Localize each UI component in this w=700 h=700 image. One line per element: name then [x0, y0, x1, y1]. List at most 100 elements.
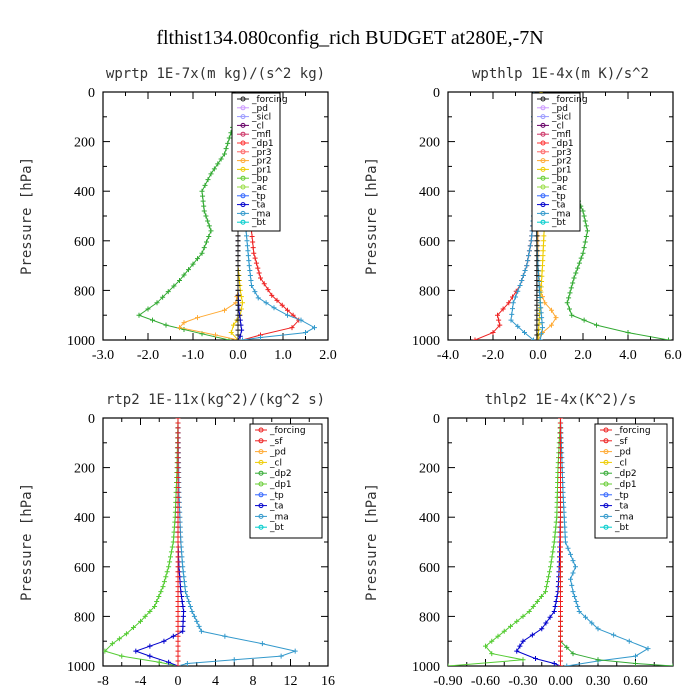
y-tick-label: 0 — [433, 86, 440, 101]
series-bp-point — [145, 306, 151, 312]
series-tp-point — [303, 330, 308, 336]
series-forcing-point — [558, 638, 563, 644]
x-tick-label: -1.0 — [182, 348, 204, 363]
series-bp-point — [569, 312, 575, 318]
series-forcing-point — [175, 504, 181, 510]
series-forcing-point — [534, 332, 540, 338]
series-tp-point — [562, 529, 568, 535]
series-forcing-point — [175, 479, 181, 485]
series-tp-point — [520, 273, 526, 279]
series-dp1-point — [496, 317, 502, 323]
series-forcing-point — [534, 268, 540, 274]
legend-marker — [258, 470, 264, 476]
series-tp-point — [509, 311, 515, 317]
series-ta-point — [166, 659, 172, 665]
x-tick-label: -3.0 — [92, 348, 114, 363]
series-dp1-point — [250, 245, 256, 251]
y-tick-label: 200 — [74, 462, 95, 477]
series-bp-point — [573, 270, 579, 276]
series-tp-point — [575, 603, 581, 609]
series-group — [103, 418, 298, 666]
series-dp1-point — [500, 306, 506, 312]
x-tick-label: -2.0 — [137, 348, 159, 363]
series-ta-point — [147, 653, 153, 659]
legend-marker — [603, 503, 609, 509]
series-forcing-point — [558, 489, 563, 495]
series-pr1-point — [228, 330, 234, 336]
series-tp-point — [510, 306, 515, 312]
series-forcing-point — [558, 564, 563, 570]
legend-label: _pr2 — [251, 157, 272, 167]
y-tick-label: 0 — [88, 86, 95, 101]
series-tp-point — [245, 253, 251, 259]
series-forcing-point — [235, 317, 241, 323]
y-tick-label: 600 — [419, 561, 440, 576]
series-tp-point — [231, 657, 237, 663]
legend-label: _ta — [614, 502, 629, 512]
series-tp-point — [245, 248, 251, 254]
series-dp1-point — [116, 636, 122, 642]
series-bp-point — [181, 272, 187, 278]
x-tick-label: 0.60 — [623, 674, 648, 689]
series-forcing-point — [558, 643, 563, 649]
legend-marker — [540, 114, 546, 120]
series-ta-point — [180, 628, 186, 634]
series-forcing-point — [175, 663, 181, 666]
legend-marker — [258, 503, 264, 509]
series-tp-point — [513, 294, 518, 300]
series-dp1-point — [551, 544, 556, 550]
series-pr1-point — [540, 258, 546, 264]
y-tick-label: 1000 — [67, 660, 95, 675]
series-forcing-point — [175, 529, 181, 535]
series-bp-point — [200, 198, 206, 204]
series-dp1-point — [255, 265, 261, 271]
series-forcing-point — [175, 475, 181, 481]
y-tick-label: 400 — [419, 511, 440, 526]
x-tick-label: 6.0 — [664, 348, 682, 363]
series-ta-point — [181, 608, 187, 614]
series-tp-point — [252, 289, 258, 295]
y-tick-label: 600 — [419, 235, 440, 250]
legend-label: _forcing — [614, 426, 651, 436]
series-tp-point — [179, 559, 185, 565]
y-tick-label: 0 — [433, 412, 440, 427]
series-forcing-point — [175, 613, 181, 619]
y-axis-label: Pressure [hPa] — [364, 483, 380, 601]
legend-label: _pr3 — [251, 148, 272, 158]
x-tick-label: -0.60 — [471, 674, 500, 689]
series-bp-point — [226, 135, 232, 141]
series-bp-point — [581, 245, 587, 251]
series-pr2-point — [553, 315, 559, 321]
series-pr1-point — [238, 306, 244, 312]
series-forcing-point — [558, 554, 563, 560]
series-forcing-point — [175, 489, 181, 495]
series-forcing-point — [175, 539, 181, 545]
legend-label: _tp — [614, 491, 629, 501]
series-bp-point — [165, 289, 171, 295]
series-dp1-point — [142, 613, 148, 619]
series-forcing-point — [175, 653, 181, 659]
series-tp-point — [181, 574, 187, 580]
series-ta-point — [529, 632, 535, 638]
series-forcing-point — [558, 529, 563, 535]
series-tp-point — [249, 282, 254, 288]
series-tp-point — [240, 337, 245, 340]
legend-label: _pr1 — [551, 165, 572, 175]
series-dp2-point — [595, 657, 601, 663]
series-forcing-point — [175, 524, 181, 530]
series-dp1-point — [472, 337, 478, 340]
series-pr1-point — [540, 248, 546, 254]
series-bp-point — [564, 300, 570, 306]
series-tp-point — [222, 633, 228, 639]
legend-label: _bt — [251, 218, 266, 228]
series-bp-point — [580, 208, 586, 214]
series-forcing-point — [558, 584, 563, 590]
series-tp-point — [569, 582, 575, 588]
series-forcing-point — [558, 450, 563, 456]
legend-label: _pd — [269, 448, 286, 458]
series-ta-point — [552, 603, 558, 609]
series-forcing-point — [175, 658, 181, 664]
series-dp1-point — [550, 549, 556, 555]
y-axis-label: Pressure [hPa] — [19, 157, 35, 275]
